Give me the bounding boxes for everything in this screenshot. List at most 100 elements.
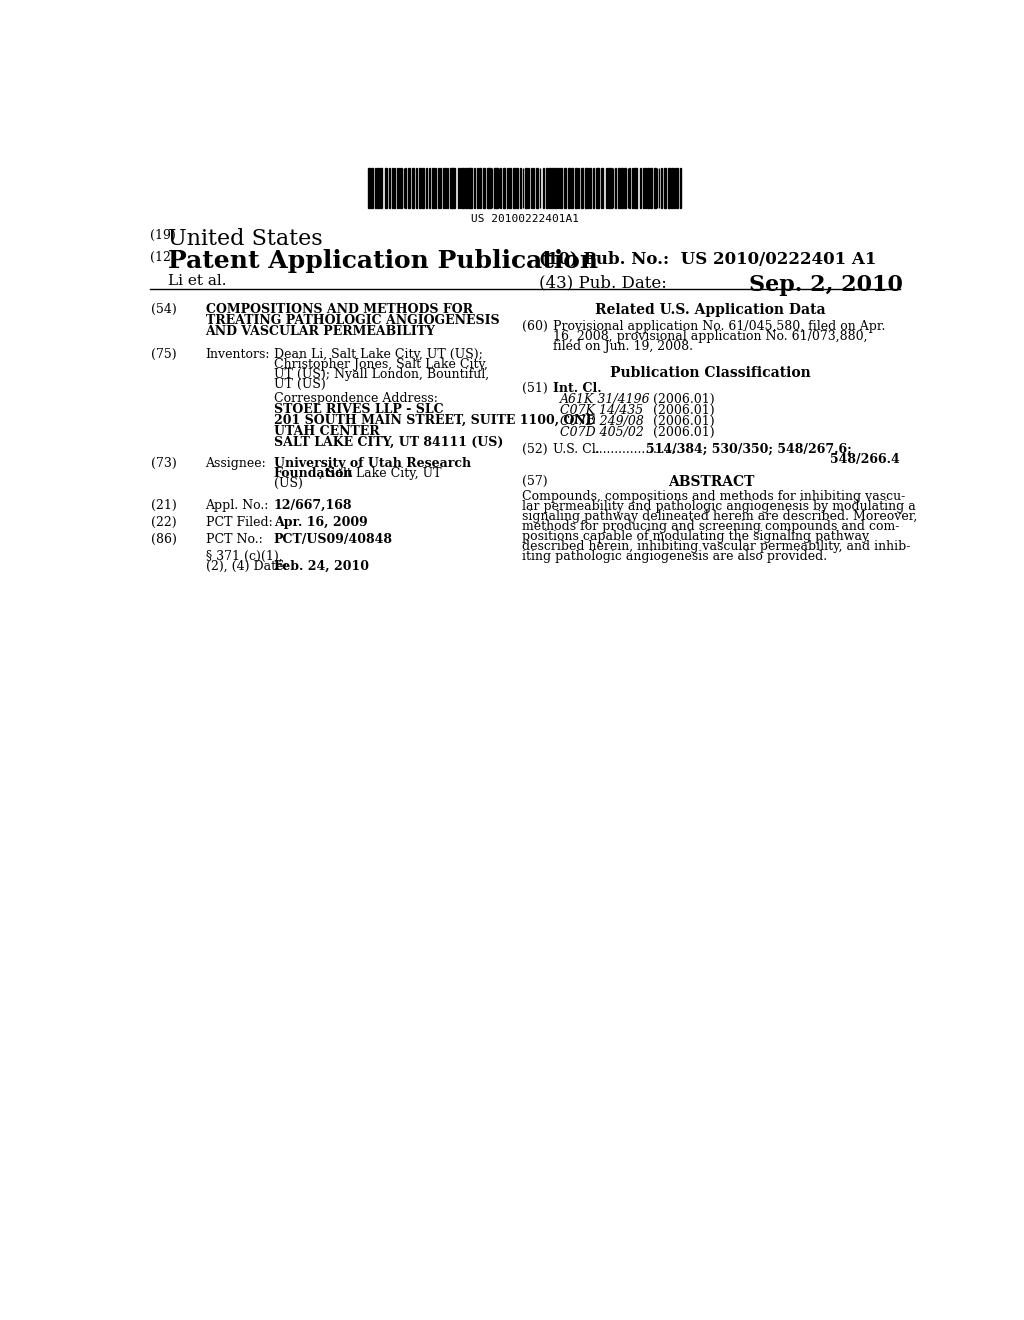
Bar (581, 168, 583, 207)
Text: Patent Application Publication: Patent Application Publication (168, 249, 598, 273)
Bar (674, 168, 675, 207)
Text: Assignee:: Assignee: (206, 457, 266, 470)
Bar (587, 168, 588, 207)
Bar (632, 168, 633, 207)
Bar (608, 168, 610, 207)
Bar (444, 168, 446, 207)
Bar (408, 168, 410, 207)
Bar (546, 168, 548, 207)
Text: Sep. 2, 2010: Sep. 2, 2010 (750, 275, 903, 296)
Bar (589, 168, 591, 207)
Text: STOEL RIVES LLP - SLC: STOEL RIVES LLP - SLC (273, 404, 443, 416)
Text: PCT/US09/40848: PCT/US09/40848 (273, 533, 392, 545)
Text: Publication Classification: Publication Classification (610, 367, 811, 380)
Text: C07D 249/08: C07D 249/08 (560, 414, 644, 428)
Bar (671, 168, 673, 207)
Text: AND VASCULAR PERMEABILITY: AND VASCULAR PERMEABILITY (206, 325, 435, 338)
Bar (454, 168, 456, 207)
Bar (555, 168, 557, 207)
Text: UT (US): UT (US) (273, 378, 326, 391)
Text: (2006.01): (2006.01) (653, 425, 715, 438)
Text: Apr. 16, 2009: Apr. 16, 2009 (273, 516, 368, 529)
Bar (489, 168, 490, 207)
Bar (516, 168, 518, 207)
Bar (601, 168, 603, 207)
Bar (665, 168, 666, 207)
Bar (624, 168, 626, 207)
Bar (568, 168, 570, 207)
Text: Related U.S. Application Data: Related U.S. Application Data (596, 304, 826, 317)
Bar (622, 168, 624, 207)
Bar (596, 168, 598, 207)
Bar (549, 168, 551, 207)
Bar (543, 168, 544, 207)
Bar (451, 168, 453, 207)
Text: methods for producing and screening compounds and com-: methods for producing and screening comp… (521, 520, 899, 533)
Text: PCT Filed:: PCT Filed: (206, 516, 272, 529)
Bar (465, 168, 467, 207)
Bar (422, 168, 424, 207)
Text: (2006.01): (2006.01) (653, 414, 715, 428)
Text: (57): (57) (521, 475, 547, 488)
Text: (US): (US) (273, 478, 302, 490)
Text: Compounds, compositions and methods for inhibiting vascu-: Compounds, compositions and methods for … (521, 490, 905, 503)
Text: (2006.01): (2006.01) (653, 404, 715, 417)
Bar (497, 168, 498, 207)
Bar (605, 168, 607, 207)
Text: Li et al.: Li et al. (168, 275, 226, 288)
Text: (43) Pub. Date:: (43) Pub. Date: (539, 275, 667, 290)
Text: 514/384; 530/350; 548/267.6;: 514/384; 530/350; 548/267.6; (646, 442, 851, 455)
Bar (446, 168, 449, 207)
Text: ABSTRACT: ABSTRACT (668, 475, 754, 488)
Bar (509, 168, 511, 207)
Bar (564, 168, 566, 207)
Text: U.S. Cl.: U.S. Cl. (553, 442, 599, 455)
Bar (677, 168, 678, 207)
Text: US 20100222401A1: US 20100222401A1 (471, 214, 579, 224)
Text: Appl. No.:: Appl. No.: (206, 499, 269, 512)
Bar (646, 168, 649, 207)
Text: Correspondence Address:: Correspondence Address: (273, 392, 437, 405)
Text: 201 SOUTH MAIN STREET, SUITE 1100, ONE: 201 SOUTH MAIN STREET, SUITE 1100, ONE (273, 414, 595, 428)
Bar (396, 168, 398, 207)
Text: (86): (86) (152, 533, 177, 545)
Text: UT (US); Nyall London, Bountiful,: UT (US); Nyall London, Bountiful, (273, 368, 488, 381)
Text: 548/266.4: 548/266.4 (830, 453, 900, 466)
Bar (513, 168, 515, 207)
Bar (474, 168, 475, 207)
Bar (369, 168, 371, 207)
Text: § 371 (c)(1),: § 371 (c)(1), (206, 549, 283, 562)
Text: (54): (54) (152, 304, 177, 317)
Text: (10) Pub. No.:  US 2010/0222401 A1: (10) Pub. No.: US 2010/0222401 A1 (539, 251, 877, 268)
Text: Feb. 24, 2010: Feb. 24, 2010 (273, 560, 369, 573)
Bar (650, 168, 652, 207)
Bar (610, 168, 612, 207)
Text: iting pathologic angiogenesis are also provided.: iting pathologic angiogenesis are also p… (521, 550, 826, 564)
Bar (537, 168, 539, 207)
Bar (470, 168, 472, 207)
Bar (416, 168, 417, 207)
Bar (439, 168, 441, 207)
Text: Provisional application No. 61/045,580, filed on Apr.: Provisional application No. 61/045,580, … (553, 321, 885, 333)
Bar (617, 168, 620, 207)
Bar (419, 168, 421, 207)
Bar (377, 168, 379, 207)
Bar (486, 168, 488, 207)
Text: Int. Cl.: Int. Cl. (553, 381, 601, 395)
Text: A61K 31/4196: A61K 31/4196 (560, 393, 651, 407)
Text: .......................: ....................... (592, 442, 681, 455)
Bar (635, 168, 637, 207)
Bar (660, 168, 663, 207)
Text: Foundation: Foundation (273, 467, 353, 480)
Text: lar permeability and pathologic angiogenesis by modulating a: lar permeability and pathologic angiogen… (521, 500, 915, 513)
Text: (2), (4) Date:: (2), (4) Date: (206, 560, 287, 573)
Text: described herein, inhibiting vascular permeability, and inhib-: described herein, inhibiting vascular pe… (521, 540, 910, 553)
Bar (483, 168, 485, 207)
Bar (494, 168, 496, 207)
Bar (654, 168, 655, 207)
Text: University of Utah Research: University of Utah Research (273, 457, 471, 470)
Text: COMPOSITIONS AND METHODS FOR: COMPOSITIONS AND METHODS FOR (206, 304, 472, 317)
Text: (2006.01): (2006.01) (653, 393, 715, 407)
Text: (60): (60) (521, 321, 548, 333)
Bar (413, 168, 414, 207)
